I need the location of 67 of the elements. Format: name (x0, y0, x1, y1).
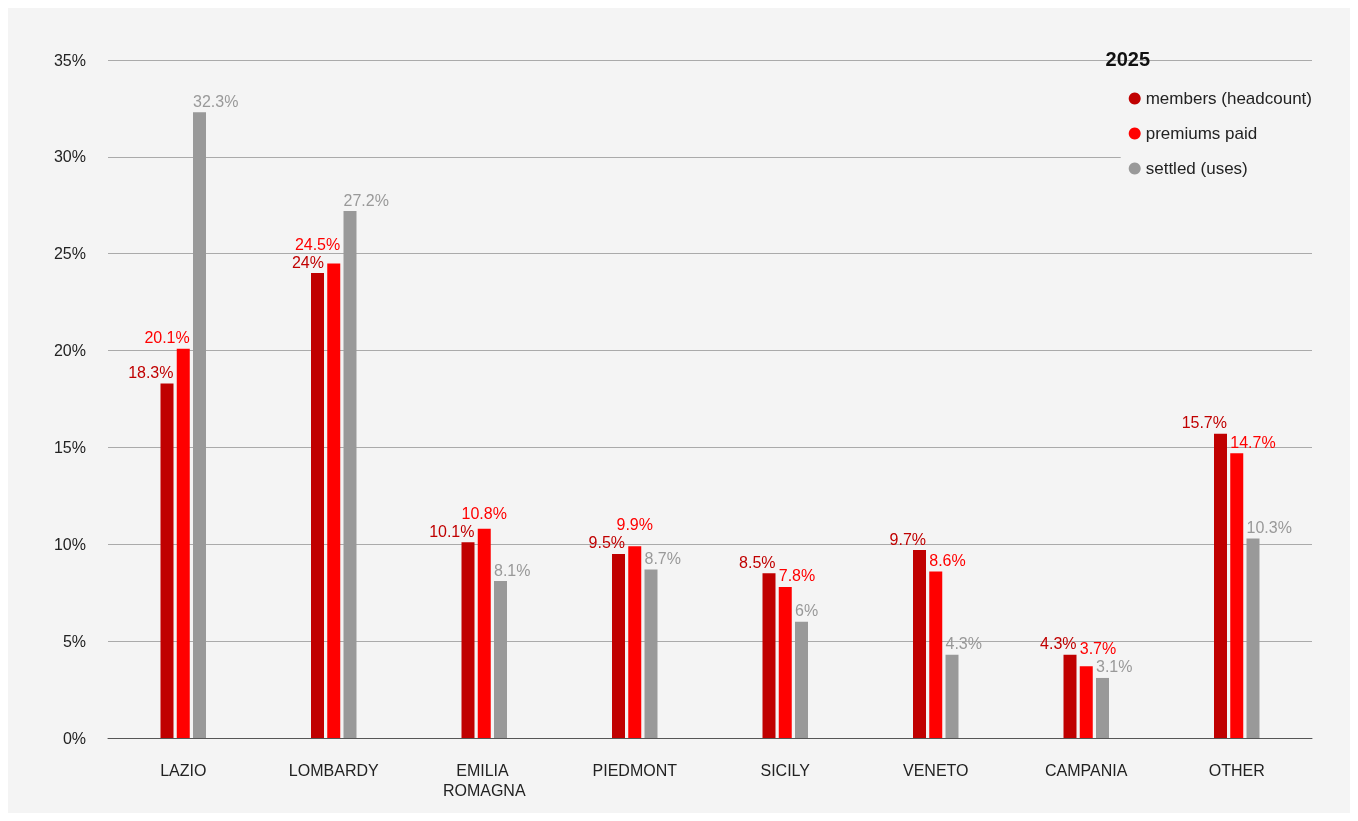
bar (628, 546, 642, 738)
data-label: 24% (291, 253, 324, 271)
data-label: 24.5% (294, 235, 341, 253)
bar (945, 654, 959, 738)
legend-title: 2025 (1105, 48, 1151, 70)
y-tick-label: 10% (53, 535, 86, 553)
legend-label: premiums paid (1145, 124, 1258, 143)
data-label: 15.7% (1181, 414, 1227, 432)
x-tick-label: LOMBARDY (288, 761, 379, 779)
x-tick-label: OTHER (1208, 761, 1265, 779)
data-label: 20.1% (144, 329, 190, 347)
x-tick-label: LAZIO (160, 761, 207, 779)
x-tick-label: VENETO (903, 761, 969, 779)
data-label: 7.8% (778, 567, 816, 585)
bar (461, 542, 475, 738)
x-tick-label: EMILIA ROMAGNA (442, 761, 526, 799)
x-tick-label: CAMPANIA (1045, 761, 1128, 779)
bar (477, 528, 491, 738)
data-label: 18.3% (128, 364, 174, 381)
bar (913, 550, 926, 738)
bar (929, 571, 943, 738)
x-tick-label: SICILY (760, 761, 811, 779)
y-tick-label: 15% (53, 438, 86, 456)
data-label: 10.3% (1246, 518, 1292, 536)
bar (1063, 654, 1077, 738)
data-label: 32.3% (193, 92, 239, 110)
bar (311, 273, 324, 738)
bar (1246, 538, 1260, 738)
data-label: 8.7% (644, 549, 681, 567)
bar (176, 348, 190, 738)
data-label: 8.5% (739, 553, 776, 571)
y-tick-label: 0% (62, 729, 86, 747)
bar (778, 586, 792, 738)
data-label: 9.7% (889, 530, 926, 548)
data-label: 3.7% (1079, 640, 1117, 658)
y-tick-label: 20% (53, 342, 86, 360)
data-label: 27.2% (343, 191, 389, 209)
data-label: 8.1% (494, 561, 531, 579)
data-label: 10.1% (429, 522, 475, 540)
data-label: 9.9% (616, 516, 653, 534)
bar (795, 621, 808, 738)
data-label: 8.6% (929, 551, 966, 569)
data-label: 4.3% (1040, 635, 1077, 653)
bar (343, 211, 357, 738)
y-tick-label: 5% (62, 632, 86, 650)
bar (494, 581, 507, 738)
bar (160, 383, 174, 738)
bar (1230, 453, 1244, 738)
y-tick-label: 25% (53, 245, 86, 263)
data-label: 14.7% (1230, 433, 1276, 451)
bar (1096, 677, 1109, 738)
data-label: 3.1% (1096, 658, 1133, 676)
data-label: 6% (795, 602, 819, 620)
y-tick-label: 30% (53, 148, 86, 166)
bar (1214, 433, 1227, 738)
data-label: 9.5% (588, 534, 625, 552)
bar (327, 263, 341, 738)
data-label: 10.8% (461, 504, 507, 522)
bar (612, 553, 625, 738)
bar (193, 112, 206, 738)
bar (762, 573, 776, 738)
legend-label: settled (uses) (1145, 159, 1248, 178)
legend-label: members (headcount) (1145, 89, 1313, 108)
bar (644, 569, 658, 738)
x-tick-label: PIEDMONT (592, 761, 678, 779)
y-tick-label: 35% (53, 51, 86, 69)
bar (1079, 666, 1093, 738)
